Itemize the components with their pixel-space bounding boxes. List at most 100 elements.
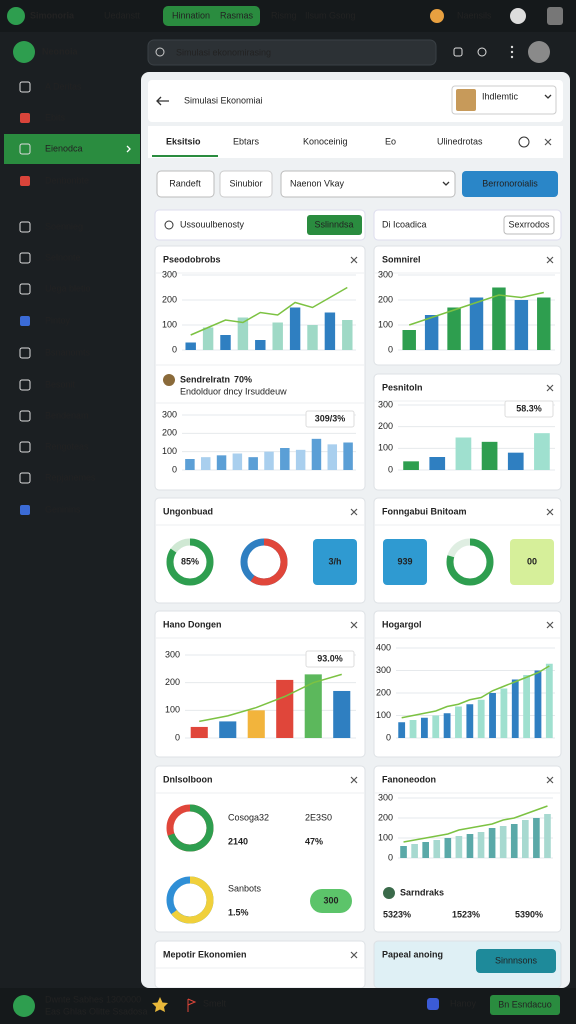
bar bbox=[264, 451, 274, 470]
column-button[interactable] bbox=[307, 215, 362, 235]
notification-icon[interactable] bbox=[430, 9, 444, 23]
sidebar-item[interactable]: Ebits bbox=[45, 112, 66, 122]
card-title: Hano Dongen bbox=[163, 619, 222, 629]
y-tick-label: 300 bbox=[378, 269, 393, 279]
sidebar-icon bbox=[20, 505, 30, 515]
close-icon[interactable] bbox=[350, 621, 358, 629]
close-icon[interactable] bbox=[350, 951, 358, 959]
top-tab[interactable]: Hinnation bbox=[172, 10, 210, 20]
search-box[interactable] bbox=[147, 39, 437, 66]
menu-dot[interactable] bbox=[510, 50, 514, 54]
sidebar-item[interactable]: Soennieg bbox=[45, 221, 83, 231]
card-title: Pseodobrobs bbox=[163, 254, 221, 264]
bar bbox=[324, 312, 336, 350]
back-icon[interactable] bbox=[156, 96, 169, 106]
bar bbox=[424, 315, 439, 350]
search-icon bbox=[155, 47, 165, 57]
ring-value bbox=[166, 538, 214, 586]
close-icon[interactable] bbox=[546, 384, 554, 392]
tab[interactable]: Ulinedrotas bbox=[437, 136, 483, 146]
action-icon[interactable] bbox=[453, 47, 463, 57]
bar bbox=[522, 820, 529, 858]
sidebar-item[interactable]: Bendenam bbox=[45, 410, 89, 420]
chevron-icon bbox=[126, 145, 131, 153]
tile-text: 939 bbox=[397, 556, 412, 566]
primary-button[interactable] bbox=[462, 171, 558, 197]
sidebar-item[interactable]: Uega bletio bbox=[45, 283, 91, 293]
sidebar-icon bbox=[19, 143, 31, 155]
action-icon[interactable] bbox=[477, 47, 487, 57]
tab[interactable]: Ebtars bbox=[233, 136, 260, 146]
filter-button[interactable] bbox=[219, 170, 273, 198]
bar bbox=[402, 330, 416, 350]
footer-button[interactable] bbox=[490, 995, 560, 1015]
card-button[interactable] bbox=[476, 949, 556, 973]
stat-label: 2E3S0 bbox=[305, 812, 332, 822]
filter-label: Randeft bbox=[169, 178, 201, 188]
tile-text: 3/h bbox=[328, 556, 341, 566]
bar bbox=[455, 437, 472, 470]
y-tick-label: 200 bbox=[378, 812, 393, 822]
close-icon[interactable] bbox=[544, 138, 552, 146]
menu[interactable]: Uedanstt bbox=[104, 10, 141, 20]
avatar[interactable] bbox=[510, 8, 526, 24]
bar bbox=[216, 455, 227, 470]
chart-label-box bbox=[305, 650, 355, 668]
user-name[interactable]: Naensils bbox=[457, 10, 492, 20]
sidebar-item[interactable]: Denbonbte bbox=[45, 175, 89, 185]
top-tab[interactable]: Rasmas bbox=[220, 10, 254, 20]
sidebar-logo bbox=[13, 41, 35, 63]
bar bbox=[403, 461, 419, 470]
avatar[interactable] bbox=[547, 7, 563, 25]
tab[interactable]: Eksitsio bbox=[166, 136, 201, 146]
sidebar-item[interactable]: Besonit bbox=[45, 379, 76, 389]
select[interactable] bbox=[280, 170, 456, 198]
close-icon[interactable] bbox=[546, 256, 554, 264]
top-bar bbox=[0, 0, 576, 32]
ring-label: 85% bbox=[181, 556, 199, 566]
filter-button[interactable] bbox=[156, 170, 215, 198]
close-icon[interactable] bbox=[546, 621, 554, 629]
sidebar-item[interactable]: Eienodca bbox=[45, 143, 83, 153]
menu-dot[interactable] bbox=[510, 45, 514, 49]
ring-value bbox=[446, 538, 494, 586]
footer-line: Eas Ghlas Olitte Ssadosa bbox=[45, 1006, 148, 1016]
footer-item[interactable]: Hanoy bbox=[450, 998, 477, 1008]
tab-group bbox=[163, 6, 260, 26]
sidebar-item[interactable]: Bsnanomts bbox=[45, 347, 91, 357]
tab[interactable]: Eo bbox=[385, 136, 396, 146]
bar bbox=[534, 670, 542, 738]
sidebar-item[interactable]: A Deritas bbox=[45, 81, 82, 91]
column-button[interactable] bbox=[503, 215, 555, 235]
top-link[interactable]: Ilsum Gsong bbox=[305, 10, 356, 20]
tab[interactable]: Konoceinig bbox=[303, 136, 348, 146]
sidebar-item[interactable]: Rengoteas bbox=[45, 441, 89, 451]
close-icon[interactable] bbox=[546, 776, 554, 784]
stat-value: 70% bbox=[234, 374, 252, 384]
sidebar-icon bbox=[19, 410, 31, 422]
close-icon[interactable] bbox=[350, 508, 358, 516]
sidebar-item[interactable]: Selnonte bbox=[45, 252, 81, 262]
close-icon[interactable] bbox=[546, 508, 554, 516]
y-tick-label: 300 bbox=[378, 792, 393, 802]
history-icon[interactable] bbox=[518, 136, 530, 148]
top-link[interactable]: Rismg bbox=[271, 10, 297, 20]
close-icon[interactable] bbox=[350, 256, 358, 264]
y-tick-label: 300 bbox=[378, 399, 393, 409]
sidebar-item[interactable]: Geninins bbox=[45, 504, 81, 514]
footer-link[interactable]: Smelt bbox=[203, 998, 227, 1008]
bar bbox=[289, 307, 301, 350]
y-tick-label: 0 bbox=[172, 344, 177, 354]
bar bbox=[447, 307, 461, 350]
sidebar-item[interactable]: Pintoy bbox=[45, 315, 71, 325]
y-tick-label: 300 bbox=[165, 649, 180, 659]
bar bbox=[469, 297, 484, 350]
menu-dot[interactable] bbox=[510, 55, 514, 59]
sidebar-item[interactable]: Repjanemes bbox=[45, 472, 96, 482]
close-icon[interactable] bbox=[350, 776, 358, 784]
select-value: Naenon Vkay bbox=[290, 178, 345, 188]
bar bbox=[433, 840, 441, 858]
user-box[interactable] bbox=[451, 85, 557, 115]
avatar[interactable] bbox=[528, 41, 550, 63]
